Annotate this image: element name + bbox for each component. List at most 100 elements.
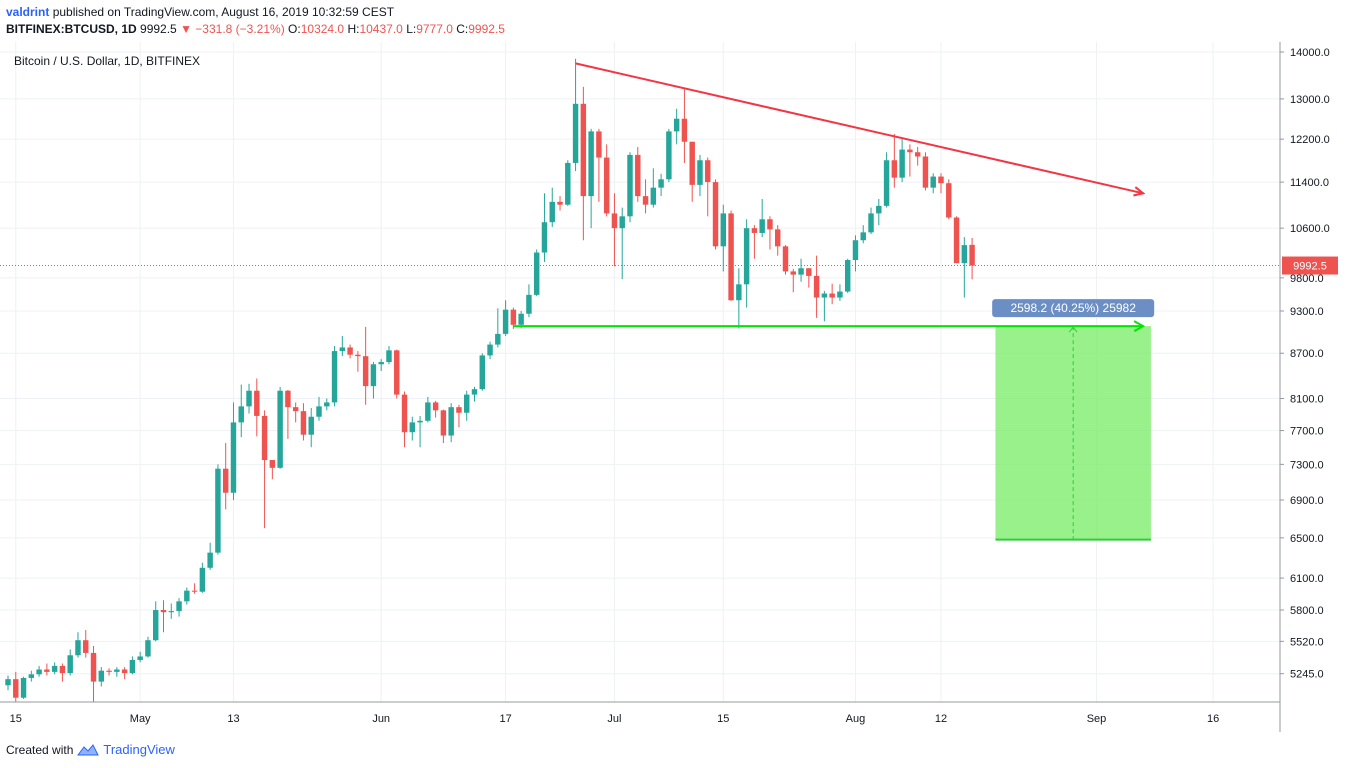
candle: [394, 349, 400, 399]
tradingview-brand-link[interactable]: TradingView: [103, 742, 175, 757]
candle: [658, 173, 664, 197]
candle-body: [90, 652, 97, 682]
candle: [479, 353, 485, 391]
candle-body: [269, 460, 276, 468]
candle-body: [230, 422, 237, 493]
candle: [339, 336, 346, 357]
x-tick-label: Aug: [846, 713, 866, 725]
candle-body: [720, 213, 727, 247]
candle: [953, 216, 960, 264]
tradingview-logo-icon: [77, 743, 100, 755]
candle-body: [254, 390, 260, 416]
candle-body: [448, 407, 454, 436]
candle-body: [751, 228, 758, 233]
candle: [611, 193, 618, 267]
candle-body: [565, 162, 571, 205]
y-tick-label: 5800.0: [1290, 605, 1324, 617]
candle: [642, 179, 649, 214]
candle-body: [386, 350, 392, 363]
candle-body: [13, 679, 19, 698]
candle-body: [292, 407, 299, 412]
candle: [899, 139, 905, 183]
candle: [207, 542, 213, 570]
candle: [681, 89, 688, 163]
candle: [222, 443, 229, 510]
candle-body: [775, 229, 781, 247]
candle-body: [425, 402, 431, 421]
candle-body: [184, 590, 190, 602]
candle-body: [409, 422, 416, 433]
candle-body: [627, 154, 633, 217]
candle-body: [456, 407, 462, 413]
candle-body: [324, 402, 330, 407]
x-tick-label: Sep: [1087, 713, 1107, 725]
candle: [549, 187, 555, 227]
candle: [184, 587, 190, 605]
candle: [106, 668, 112, 676]
candle: [666, 128, 672, 183]
candle-body: [222, 468, 229, 493]
candle: [907, 144, 913, 177]
candle: [533, 249, 540, 297]
candle-body: [308, 416, 314, 435]
candle-body: [666, 131, 672, 180]
candle: [837, 284, 843, 301]
measure-arrow-icon: [1068, 326, 1078, 333]
candle: [673, 108, 680, 145]
candle: [650, 168, 657, 208]
x-tick-label: 17: [499, 713, 511, 725]
candle: [464, 390, 470, 421]
candle-body: [59, 665, 66, 674]
y-tick-label: 11400.0: [1290, 177, 1329, 189]
candle-body: [642, 196, 649, 205]
close-label: C:: [456, 22, 469, 36]
candle-body: [946, 183, 952, 218]
candle: [44, 663, 50, 676]
candle-body: [588, 131, 594, 197]
candle: [736, 268, 742, 329]
candle: [456, 404, 462, 428]
candle-body: [876, 205, 882, 214]
candle: [603, 144, 610, 217]
measure-label-box: [992, 299, 1155, 318]
candle-body: [813, 275, 820, 298]
candle: [806, 268, 812, 288]
candle-body: [969, 244, 975, 266]
y-tick-label: 12200.0: [1290, 134, 1330, 146]
candle: [502, 300, 509, 337]
candle: [572, 58, 579, 172]
candle: [868, 207, 874, 235]
candle-body: [464, 394, 470, 413]
candle: [153, 601, 159, 642]
candle-body: [635, 154, 641, 197]
candle-body: [557, 201, 563, 205]
candle-body: [572, 103, 579, 163]
last-price-badge-label: 9992.5: [1293, 261, 1327, 273]
candle-body: [821, 293, 828, 298]
candle: [751, 225, 758, 259]
candle-body: [417, 420, 423, 423]
high-label: H:: [347, 22, 360, 36]
open-value: 10324.0: [300, 22, 345, 36]
candle-body: [215, 468, 221, 553]
candle: [487, 341, 493, 360]
candle-body: [479, 355, 485, 390]
candle: [277, 386, 283, 469]
candle: [720, 204, 727, 272]
candle-body: [277, 390, 283, 468]
candle-body: [331, 351, 338, 403]
candle: [557, 196, 563, 211]
created-with-text: Created with: [6, 742, 74, 757]
author-link[interactable]: valdrint: [6, 5, 50, 19]
candle: [930, 173, 936, 194]
candle-body: [541, 222, 548, 253]
candlestick-chart[interactable]: 5245.0 5520.0 5800.0 6100.0 6500.0 6900.0 7300…: [0, 42, 1351, 735]
candle-body: [44, 669, 50, 672]
candle: [83, 629, 89, 658]
candle: [215, 464, 221, 555]
candle: [946, 179, 952, 220]
candle: [860, 225, 866, 244]
candle: [160, 600, 167, 633]
candle: [790, 268, 796, 293]
candle: [121, 667, 128, 680]
